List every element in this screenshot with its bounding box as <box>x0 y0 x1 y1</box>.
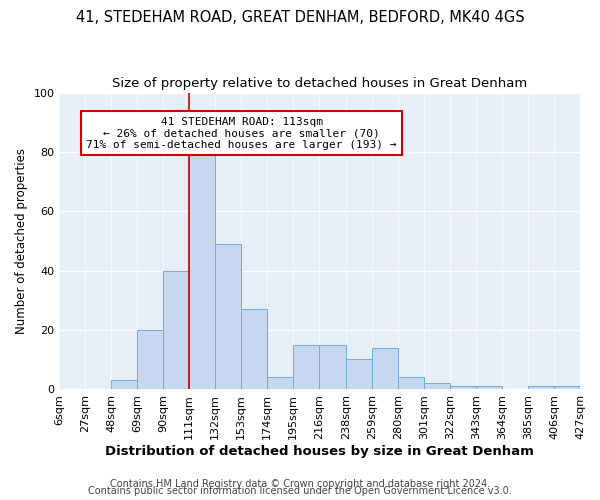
Bar <box>528 386 554 389</box>
Bar <box>554 386 580 389</box>
Bar <box>476 386 502 389</box>
Text: 41, STEDEHAM ROAD, GREAT DENHAM, BEDFORD, MK40 4GS: 41, STEDEHAM ROAD, GREAT DENHAM, BEDFORD… <box>76 10 524 25</box>
Bar <box>241 309 267 389</box>
Text: Contains HM Land Registry data © Crown copyright and database right 2024.: Contains HM Land Registry data © Crown c… <box>110 479 490 489</box>
Bar <box>163 270 189 389</box>
Bar <box>215 244 241 389</box>
X-axis label: Distribution of detached houses by size in Great Denham: Distribution of detached houses by size … <box>105 444 534 458</box>
Bar <box>137 330 163 389</box>
Bar <box>424 383 450 389</box>
Title: Size of property relative to detached houses in Great Denham: Size of property relative to detached ho… <box>112 78 527 90</box>
Y-axis label: Number of detached properties: Number of detached properties <box>15 148 28 334</box>
Bar <box>450 386 476 389</box>
Bar <box>267 377 293 389</box>
Bar <box>319 344 346 389</box>
Bar <box>346 360 372 389</box>
Bar <box>189 138 215 389</box>
Bar <box>398 377 424 389</box>
Bar <box>112 380 137 389</box>
Bar <box>293 344 319 389</box>
Bar <box>372 348 398 389</box>
Text: Contains public sector information licensed under the Open Government Licence v3: Contains public sector information licen… <box>88 486 512 496</box>
Text: 41 STEDEHAM ROAD: 113sqm
← 26% of detached houses are smaller (70)
71% of semi-d: 41 STEDEHAM ROAD: 113sqm ← 26% of detach… <box>86 116 397 150</box>
